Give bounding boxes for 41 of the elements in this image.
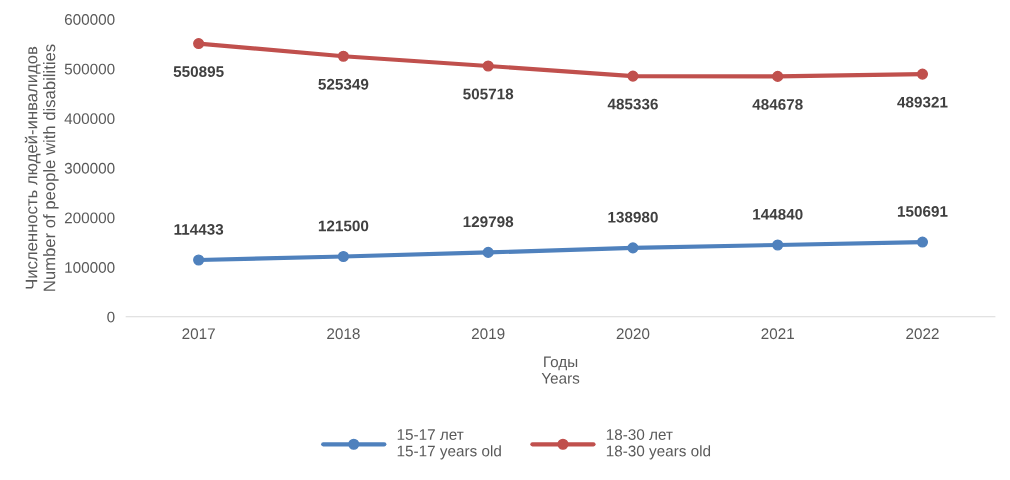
point [337,50,349,62]
data-label: 489321 [897,96,948,108]
data-label: 505718 [463,88,514,100]
x-tick-label: 2018 [327,328,360,340]
y-tick-label: 400000 [64,113,115,125]
y-axis-title: Численность людей-инвалидов Number of people with disabilities [24,44,59,291]
x-tick-label: 2022 [906,328,939,340]
legend-label: 18-30 лет 18-30 years old [606,429,711,460]
point [772,239,784,251]
data-label: 484678 [752,99,803,110]
data-label: 550895 [173,66,224,77]
data-label: 525349 [318,78,369,90]
y-tick-label: 500000 [64,63,115,75]
x-tick-label: 2020 [616,328,650,340]
point [772,70,784,82]
data-label: 129798 [463,216,514,228]
y-tick-label: 200000 [64,212,115,224]
y-tick-label: 600000 [64,14,115,25]
x-tick-label: 2019 [471,328,505,340]
y-tick-label: 100000 [65,262,115,273]
point [193,254,205,266]
data-label: 150691 [897,206,948,217]
point [482,246,494,258]
point [193,37,205,50]
point [916,236,929,248]
x-tick-label: 2017 [182,328,215,340]
point [482,60,494,72]
y-tick-label: 0 [107,311,115,323]
point [627,70,639,82]
data-label: 485336 [607,98,658,110]
data-label: 138980 [608,211,658,223]
point [916,68,929,80]
data-label: 144840 [753,208,803,220]
legend-label: 15-17 лет 15-17 years old [397,429,501,460]
point [337,250,349,263]
y-tick-label: 300000 [64,162,115,174]
point [627,242,639,254]
data-label: 121500 [318,220,369,232]
x-tick-label: 2021 [761,328,794,340]
x-axis-title: Годы Years [541,356,580,384]
data-label: 114433 [174,223,224,235]
